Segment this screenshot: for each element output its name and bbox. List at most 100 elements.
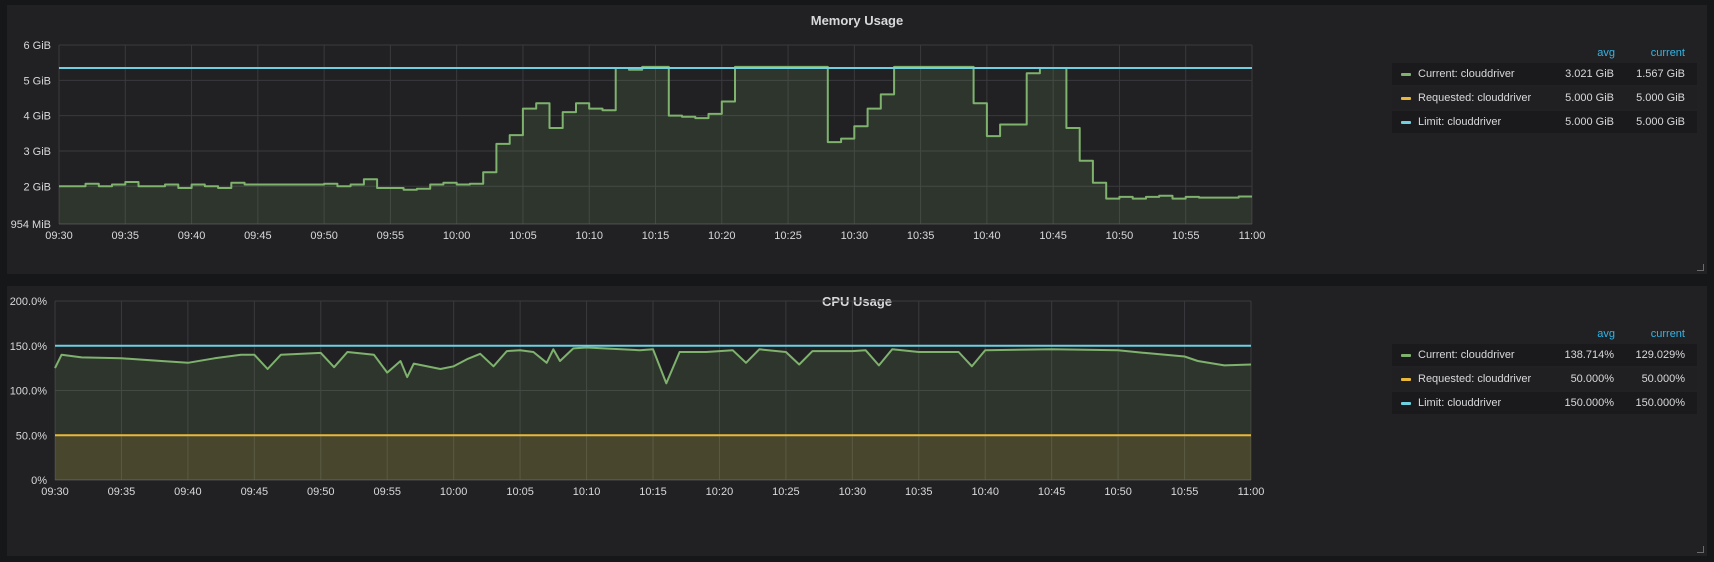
- legend-row-limit[interactable]: Limit: clouddriver 150.000% 150.000%: [1392, 392, 1697, 414]
- y-tick-label: 2 GiB: [23, 181, 51, 193]
- y-tick-label: 3 GiB: [23, 146, 51, 158]
- panel-resize-handle[interactable]: [1697, 546, 1704, 553]
- legend-avg-value: 5.000 GiB: [1565, 116, 1614, 128]
- y-tick-label: 5 GiB: [23, 75, 51, 87]
- legend-swatch: [1401, 73, 1411, 76]
- legend-current-value: 1.567 GiB: [1636, 68, 1685, 80]
- legend-current-value: 50.000%: [1641, 373, 1685, 385]
- x-tick-label: 10:50: [1104, 486, 1132, 498]
- y-tick-label: 50.0%: [16, 430, 47, 442]
- x-tick-label: 10:05: [509, 230, 537, 242]
- cpu-usage-panel: CPU Usage 09:30 09:35 09:40 09:45 09:50 09:55…: [7, 286, 1707, 556]
- legend-avg-value: 5.000 GiB: [1565, 92, 1614, 104]
- x-tick-label: 10:40: [971, 486, 999, 498]
- x-tick-label: 10:55: [1172, 230, 1200, 242]
- legend-series-name[interactable]: Requested: clouddriver: [1418, 373, 1532, 385]
- legend-avg-value: 138.714%: [1564, 349, 1614, 361]
- x-tick-label: 09:40: [174, 486, 202, 498]
- x-tick-label: 10:00: [440, 486, 468, 498]
- x-tick-label: 10:40: [973, 230, 1001, 242]
- panel-resize-handle[interactable]: [1697, 264, 1704, 271]
- y-tick-label: 954 MiB: [11, 219, 51, 231]
- legend-series-name[interactable]: Limit: clouddriver: [1418, 116, 1502, 128]
- x-tick-label: 09:55: [373, 486, 401, 498]
- x-tick-label: 09:40: [178, 230, 206, 242]
- series-line-current[interactable]: [54, 346, 1252, 385]
- x-tick-label: 10:45: [1039, 230, 1067, 242]
- y-tick-label: 100.0%: [10, 386, 48, 398]
- x-tick-label: 10:30: [839, 486, 867, 498]
- legend-col-avg[interactable]: avg: [1597, 328, 1615, 340]
- y-tick-label: 6 GiB: [23, 40, 51, 52]
- x-tick-label: 09:35: [108, 486, 136, 498]
- legend-row-requested[interactable]: Requested: clouddriver 50.000% 50.000%: [1392, 368, 1697, 390]
- x-tick-label: 09:35: [112, 230, 140, 242]
- x-tick-label: 09:50: [307, 486, 335, 498]
- x-tick-label: 10:10: [573, 486, 601, 498]
- legend-header: avg current: [1392, 326, 1697, 344]
- series-fill-current: [55, 347, 1251, 480]
- x-tick-label: 09:45: [241, 486, 269, 498]
- legend-swatch: [1401, 121, 1411, 124]
- y-tick-label: 4 GiB: [23, 111, 51, 123]
- legend-swatch: [1401, 378, 1411, 381]
- series-fill-current: [59, 66, 1252, 225]
- legend-col-current[interactable]: current: [1650, 328, 1685, 340]
- x-tick-label: 10:35: [905, 486, 933, 498]
- x-tick-label: 10:30: [841, 230, 869, 242]
- x-tick-label: 10:50: [1106, 230, 1134, 242]
- memory-legend: avg current Current: clouddriver 3.021 G…: [1392, 45, 1697, 135]
- x-tick-label: 10:55: [1171, 486, 1199, 498]
- legend-series-name[interactable]: Limit: clouddriver: [1418, 397, 1502, 409]
- x-tick-label: 09:30: [45, 230, 73, 242]
- x-tick-label: 10:00: [443, 230, 471, 242]
- legend-row-current[interactable]: Current: clouddriver 138.714% 129.029%: [1392, 344, 1697, 366]
- legend-avg-value: 50.000%: [1570, 373, 1614, 385]
- y-tick-label: 200.0%: [10, 296, 48, 308]
- memory-usage-panel: Memory Usage 09:30 09:35 09:40 09:45 09:50 09…: [7, 5, 1707, 274]
- y-tick-label: 0%: [31, 475, 47, 487]
- memory-usage-chart[interactable]: 09:30 09:35 09:40 09:45 09:50 09:55 10:00 10:05…: [7, 5, 1272, 274]
- x-tick-label: 10:20: [708, 230, 736, 242]
- legend-current-value: 5.000 GiB: [1636, 92, 1685, 104]
- x-tick-label: 10:10: [575, 230, 603, 242]
- x-tick-label: 11:00: [1238, 486, 1265, 498]
- legend-header: avg current: [1392, 45, 1697, 63]
- legend-series-name[interactable]: Current: clouddriver: [1418, 349, 1515, 361]
- legend-swatch: [1401, 402, 1411, 405]
- legend-swatch: [1401, 354, 1411, 357]
- legend-row-requested[interactable]: Requested: clouddriver 5.000 GiB 5.000 G…: [1392, 87, 1697, 109]
- x-tick-label: 10:25: [774, 230, 802, 242]
- x-tick-label: 10:20: [706, 486, 734, 498]
- panel-title-memory[interactable]: Memory Usage: [810, 13, 904, 28]
- x-tick-label: 10:05: [506, 486, 534, 498]
- x-tick-label: 10:45: [1038, 486, 1066, 498]
- x-tick-label: 10:15: [642, 230, 670, 242]
- grid: [54, 300, 1252, 481]
- series-fill-requested: [55, 435, 1251, 480]
- x-tick-label: 11:00: [1239, 230, 1266, 242]
- legend-current-value: 5.000 GiB: [1636, 116, 1685, 128]
- y-tick-label: 150.0%: [10, 341, 48, 353]
- x-tick-label: 10:15: [639, 486, 667, 498]
- x-tick-label: 09:50: [310, 230, 338, 242]
- legend-current-value: 150.000%: [1635, 397, 1685, 409]
- x-tick-label: 09:30: [41, 486, 69, 498]
- legend-series-name[interactable]: Current: clouddriver: [1418, 68, 1515, 80]
- legend-row-current[interactable]: Current: clouddriver 3.021 GiB 1.567 GiB: [1392, 63, 1697, 85]
- grid: [58, 44, 1253, 225]
- x-tick-label: 09:55: [377, 230, 405, 242]
- legend-avg-value: 3.021 GiB: [1565, 68, 1614, 80]
- x-tick-label: 09:45: [244, 230, 272, 242]
- legend-row-limit[interactable]: Limit: clouddriver 5.000 GiB 5.000 GiB: [1392, 111, 1697, 133]
- series-line-current[interactable]: [59, 65, 1252, 200]
- legend-swatch: [1401, 97, 1411, 100]
- legend-col-avg[interactable]: avg: [1597, 47, 1615, 59]
- cpu-legend: avg current Current: clouddriver 138.714…: [1392, 326, 1697, 416]
- legend-avg-value: 150.000%: [1564, 397, 1614, 409]
- legend-current-value: 129.029%: [1635, 349, 1685, 361]
- legend-col-current[interactable]: current: [1650, 47, 1685, 59]
- cpu-usage-chart[interactable]: 09:30 09:35 09:40 09:45 09:50 09:55 10:00 10:05…: [7, 286, 1272, 556]
- x-tick-label: 10:35: [907, 230, 935, 242]
- legend-series-name[interactable]: Requested: clouddriver: [1418, 92, 1532, 104]
